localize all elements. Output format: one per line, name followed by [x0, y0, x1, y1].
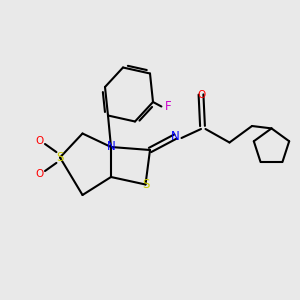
- Text: S: S: [56, 151, 64, 164]
- Text: O: O: [35, 169, 43, 179]
- Text: N: N: [171, 130, 180, 143]
- Text: N: N: [106, 140, 116, 154]
- Text: O: O: [197, 89, 205, 100]
- Text: S: S: [142, 178, 149, 191]
- Text: O: O: [35, 136, 43, 146]
- Text: F: F: [165, 100, 171, 113]
